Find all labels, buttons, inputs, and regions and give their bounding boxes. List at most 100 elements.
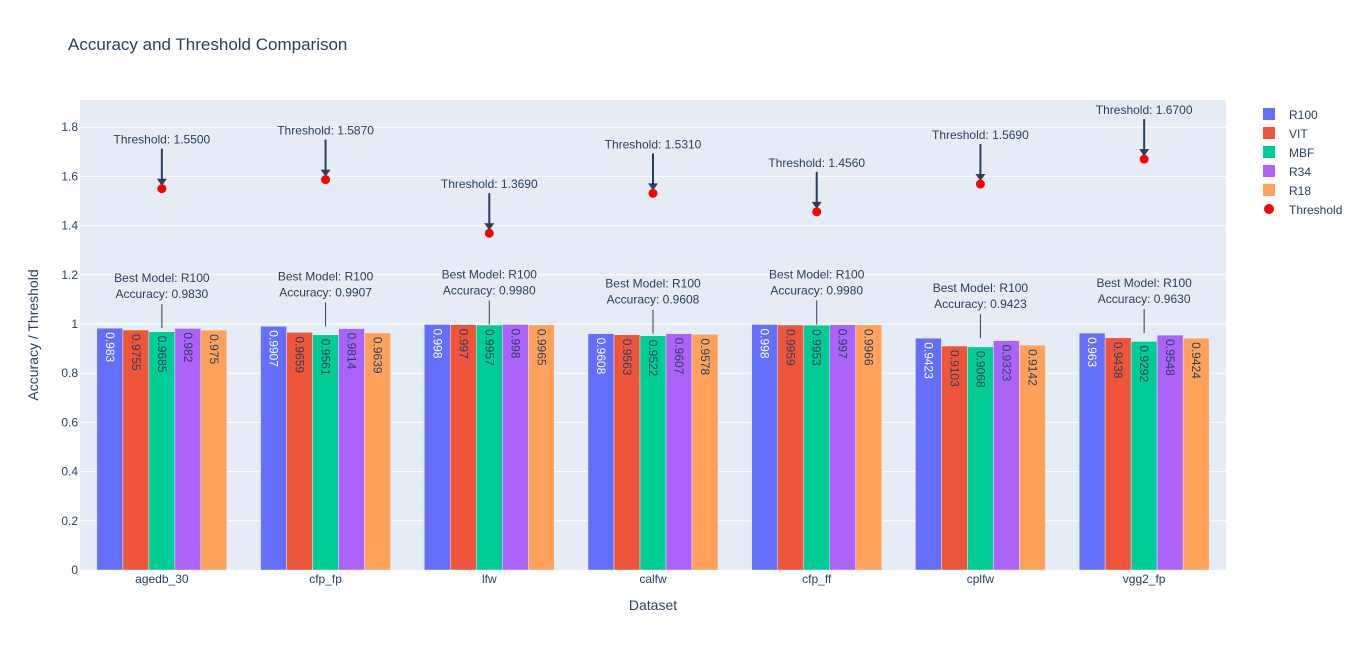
x-axis-title: Dataset xyxy=(629,597,677,613)
y-tick-label: 0.6 xyxy=(61,415,78,429)
legend-swatch xyxy=(1263,108,1275,120)
legend-item-threshold[interactable]: Threshold xyxy=(1264,203,1342,217)
bar-r100 xyxy=(915,337,942,571)
bar-value-label: 0.998 xyxy=(430,328,444,358)
bar-value-label: 0.983 xyxy=(103,332,117,362)
bar-value-label: 0.998 xyxy=(758,328,772,358)
best-model-annotation-accuracy: Accuracy: 0.9630 xyxy=(1098,292,1191,306)
bar-value-label: 0.9659 xyxy=(293,336,307,373)
bar-value-label: 0.9292 xyxy=(1137,345,1151,382)
bar-mbf xyxy=(1130,341,1158,571)
y-tick-label: 1.4 xyxy=(61,219,78,233)
legend-item-mbf[interactable]: MBF xyxy=(1263,146,1314,160)
bar-r18 xyxy=(1182,337,1210,571)
legend-item-r34[interactable]: R34 xyxy=(1263,165,1311,179)
bar-value-label: 0.9639 xyxy=(371,337,385,374)
threshold-point xyxy=(157,184,167,194)
legend-label: R18 xyxy=(1289,184,1311,198)
x-tick-label: calfw xyxy=(639,572,667,586)
threshold-annotation: Threshold: 1.4560 xyxy=(768,156,865,170)
legend: R100 VIT MBF R34 R18 Threshold xyxy=(1263,108,1342,217)
y-tick-label: 0 xyxy=(71,563,78,577)
bars: 0.983 0.9755 0.9685 0.982 0.975 0.9907 0.9659 0… xyxy=(96,324,1210,571)
threshold-markers xyxy=(157,154,1149,238)
bar-r100 xyxy=(96,327,124,571)
legend-swatch xyxy=(1263,184,1275,196)
bar-value-label: 0.9965 xyxy=(534,329,548,366)
threshold-arrow-head xyxy=(811,201,822,209)
y-tick-label: 0.8 xyxy=(61,366,78,380)
bar-mbf xyxy=(803,324,830,571)
threshold-annotation: Threshold: 1.5310 xyxy=(605,137,702,151)
bar-value-label: 0.9438 xyxy=(1111,342,1125,379)
bar-value-label: 0.982 xyxy=(181,332,195,362)
legend-label: R34 xyxy=(1289,165,1311,179)
bar-value-label: 0.9959 xyxy=(784,329,798,366)
best-model-annotation-model: Best Model: R100 xyxy=(1096,276,1192,290)
best-model-annotation-accuracy: Accuracy: 0.9830 xyxy=(115,287,208,301)
y-tick-label: 1.6 xyxy=(61,169,78,183)
threshold-point xyxy=(484,228,494,238)
y-tick-label: 1 xyxy=(71,317,78,331)
threshold-arrow-head xyxy=(975,174,986,182)
legend-label: R100 xyxy=(1289,108,1318,122)
best-model-annotation-model: Best Model: R100 xyxy=(933,281,1029,295)
legend-label: MBF xyxy=(1289,146,1314,160)
y-axis-ticks: 0 0.2 0.4 0.6 0.8 1 1.2 1.4 1.6 1.8 xyxy=(61,120,78,577)
x-tick-label: cplfw xyxy=(967,572,995,586)
bar-value-label: 0.9953 xyxy=(810,329,824,366)
legend-label: VIT xyxy=(1289,127,1308,141)
bar-vit xyxy=(122,329,150,571)
bar-value-label: 0.9607 xyxy=(672,338,686,375)
bar-r100 xyxy=(1078,332,1106,571)
bar-vit xyxy=(1104,337,1132,571)
threshold-arrow-head xyxy=(320,169,331,177)
best-model-annotation-model: Best Model: R100 xyxy=(278,269,374,283)
threshold-arrow-head xyxy=(156,178,167,186)
y-tick-label: 1.8 xyxy=(61,120,78,134)
annotations: Best Model: R100 Accuracy: 0.9830 Threshol… xyxy=(113,103,1193,339)
bar-r100 xyxy=(424,324,451,571)
best-model-annotation-accuracy: Accuracy: 0.9980 xyxy=(443,283,536,297)
legend-item-r18[interactable]: R18 xyxy=(1263,184,1311,198)
bar-vit xyxy=(941,345,968,571)
bar-value-label: 0.998 xyxy=(508,328,522,358)
bar-r34 xyxy=(338,328,365,571)
bar-value-label: 0.9563 xyxy=(620,339,634,376)
bar-mbf xyxy=(967,346,994,571)
y-tick-label: 0.4 xyxy=(61,465,78,479)
bar-r100 xyxy=(751,324,778,571)
legend-item-r100[interactable]: R100 xyxy=(1263,108,1318,122)
best-model-annotation-accuracy: Accuracy: 0.9980 xyxy=(770,283,863,297)
bar-value-label: 0.9957 xyxy=(482,329,496,366)
bar-value-label: 0.9548 xyxy=(1163,339,1177,376)
bar-value-label: 0.9142 xyxy=(1025,349,1039,386)
bar-value-label: 0.9561 xyxy=(319,339,333,376)
x-axis-ticks: agedb_30 cfp_fp lfw calfw cfp_ff cplfw vgg2_fp xyxy=(135,572,1166,586)
legend-marker xyxy=(1264,204,1274,214)
x-tick-label: vgg2_fp xyxy=(1123,572,1166,586)
bar-value-label: 0.9068 xyxy=(973,351,987,388)
x-tick-label: lfw xyxy=(482,572,497,586)
threshold-annotation: Threshold: 1.5690 xyxy=(932,128,1029,142)
best-model-annotation-accuracy: Accuracy: 0.9608 xyxy=(607,293,700,307)
threshold-annotation: Threshold: 1.3690 xyxy=(441,177,538,191)
bar-mbf xyxy=(639,335,667,571)
legend-item-vit[interactable]: VIT xyxy=(1263,127,1308,141)
bar-vit xyxy=(777,324,804,571)
bar-value-label: 0.9424 xyxy=(1189,342,1203,379)
x-tick-label: cfp_ff xyxy=(802,572,832,586)
bar-value-label: 0.9423 xyxy=(921,342,935,379)
threshold-annotation: Threshold: 1.6700 xyxy=(1096,103,1193,117)
y-axis-title: Accuracy / Threshold xyxy=(25,269,41,400)
bar-mbf xyxy=(476,324,503,571)
legend-swatch xyxy=(1263,146,1275,158)
bar-value-label: 0.963 xyxy=(1085,337,1099,367)
bar-mbf xyxy=(312,334,339,571)
bar-value-label: 0.9103 xyxy=(947,350,961,387)
bar-vit xyxy=(286,332,313,571)
best-model-annotation-accuracy: Accuracy: 0.9907 xyxy=(279,285,372,299)
bar-value-label: 0.9966 xyxy=(862,329,876,366)
